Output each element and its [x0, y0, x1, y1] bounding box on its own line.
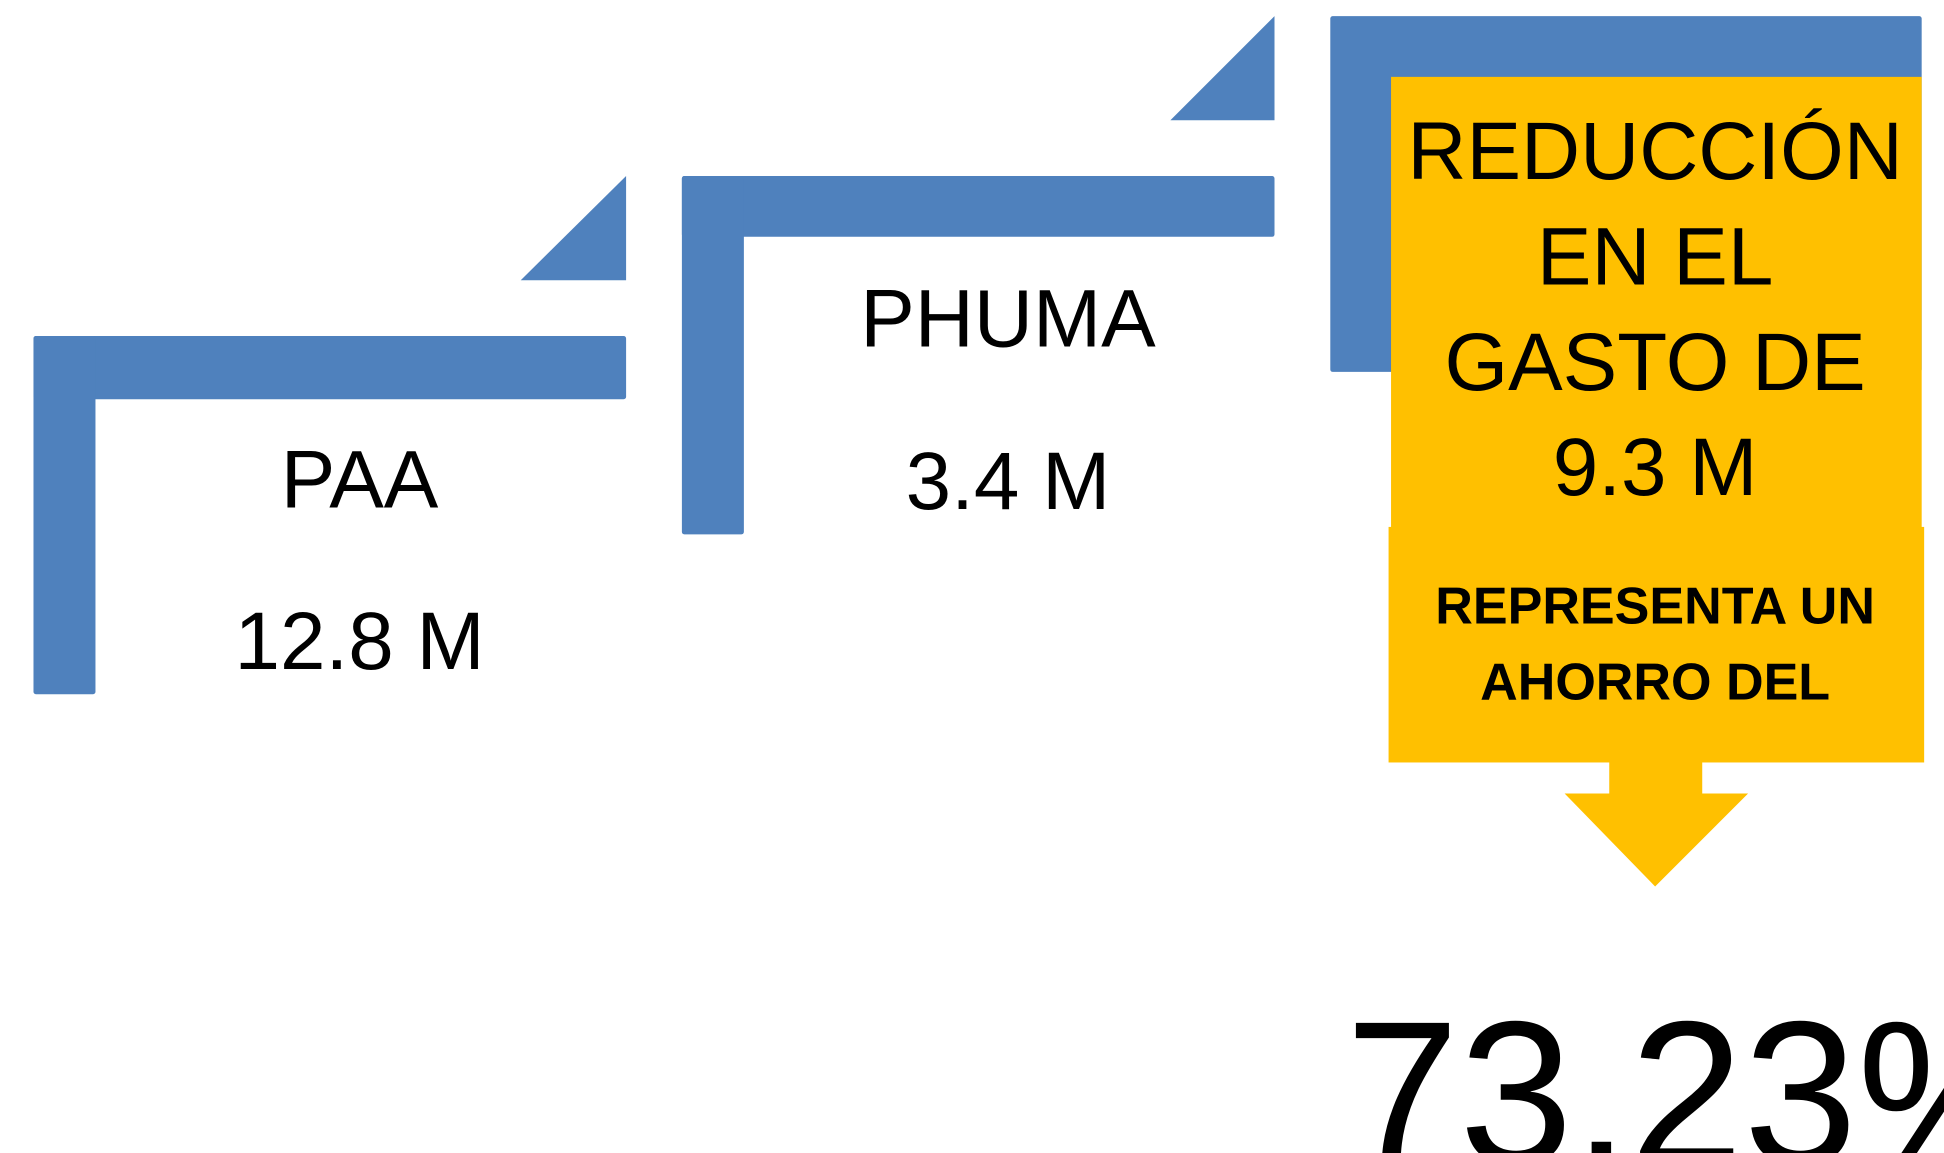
- step-value: 3.4 M: [906, 436, 1111, 527]
- result-line: GASTO DE: [1444, 317, 1865, 408]
- percentage: 73.23%: [1345, 980, 1944, 1153]
- result-line: 9.3 M: [1553, 422, 1758, 513]
- note-line: REPRESENTA UN: [1435, 578, 1875, 636]
- step-label: PHUMA: [860, 273, 1156, 364]
- result-box: [1391, 76, 1922, 531]
- callout-arrow: [1388, 526, 1925, 887]
- result-line: EN EL: [1537, 211, 1773, 302]
- step-shape: [33, 176, 627, 695]
- step-label: PAA: [281, 435, 439, 526]
- step-shape: [681, 16, 1275, 535]
- step-value: 12.8 M: [234, 596, 484, 687]
- result-line: REDUCCIÓN: [1407, 106, 1902, 197]
- note-line: AHORRO DEL: [1480, 653, 1830, 711]
